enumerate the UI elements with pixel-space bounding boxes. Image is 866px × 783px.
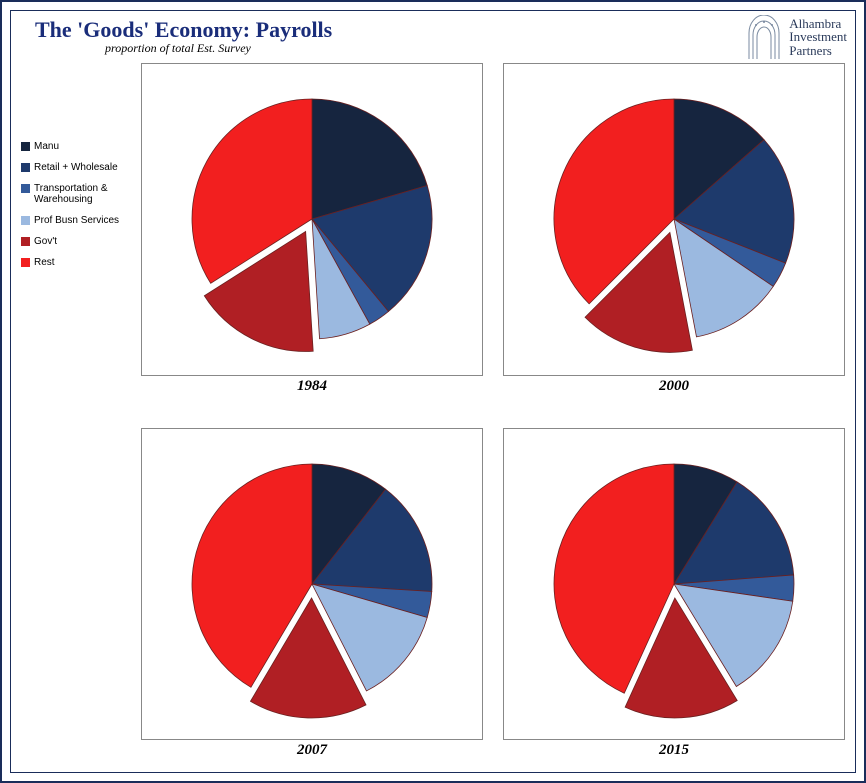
legend-label: Manu — [34, 141, 59, 152]
pie-chart — [175, 82, 449, 356]
legend-label: Transportation & Warehousing — [34, 183, 141, 205]
chart-title: The 'Goods' Economy: Payrolls — [35, 17, 332, 43]
legend: Manu Retail + Wholesale Transportation & W… — [21, 141, 141, 278]
legend-swatch — [21, 258, 30, 267]
logo: Alhambra Investment Partners — [743, 15, 847, 59]
chart-cell: 1984 — [141, 63, 483, 398]
legend-item: Retail + Wholesale — [21, 162, 141, 173]
chart-cell: 2015 — [503, 428, 845, 763]
chart-cell: 2007 — [141, 428, 483, 763]
chart-year-label: 2000 — [503, 378, 845, 395]
inner-frame: The 'Goods' Economy: Payrolls proportion… — [10, 10, 856, 773]
chart-year-label: 1984 — [141, 378, 483, 395]
title-block: The 'Goods' Economy: Payrolls proportion… — [35, 17, 332, 56]
legend-swatch — [21, 163, 30, 172]
pie-chart — [175, 447, 449, 721]
chart-box — [503, 428, 845, 741]
chart-cell: 2000 — [503, 63, 845, 398]
chart-year-label: 2015 — [503, 742, 845, 759]
legend-label: Gov't — [34, 236, 57, 247]
legend-item: Gov't — [21, 236, 141, 247]
logo-text: Alhambra Investment Partners — [789, 17, 847, 58]
legend-item: Prof Busn Services — [21, 215, 141, 226]
legend-swatch — [21, 184, 30, 193]
legend-label: Rest — [34, 257, 55, 268]
logo-line-2: Investment — [789, 30, 847, 44]
pie-chart — [537, 82, 811, 356]
logo-line-3: Partners — [789, 44, 847, 58]
outer-frame: The 'Goods' Economy: Payrolls proportion… — [0, 0, 866, 783]
charts-grid: 1984 2000 2007 2015 — [141, 63, 845, 762]
legend-label: Retail + Wholesale — [34, 162, 118, 173]
legend-label: Prof Busn Services — [34, 215, 119, 226]
legend-swatch — [21, 216, 30, 225]
logo-line-1: Alhambra — [789, 17, 847, 31]
chart-box — [503, 63, 845, 376]
alhambra-arch-icon — [743, 15, 785, 59]
chart-subtitle: proportion of total Est. Survey — [105, 41, 332, 56]
chart-box — [141, 63, 483, 376]
legend-swatch — [21, 237, 30, 246]
legend-item: Manu — [21, 141, 141, 152]
pie-chart — [537, 447, 811, 721]
legend-item: Rest — [21, 257, 141, 268]
legend-item: Transportation & Warehousing — [21, 183, 141, 205]
chart-year-label: 2007 — [141, 742, 483, 759]
chart-box — [141, 428, 483, 741]
legend-swatch — [21, 142, 30, 151]
